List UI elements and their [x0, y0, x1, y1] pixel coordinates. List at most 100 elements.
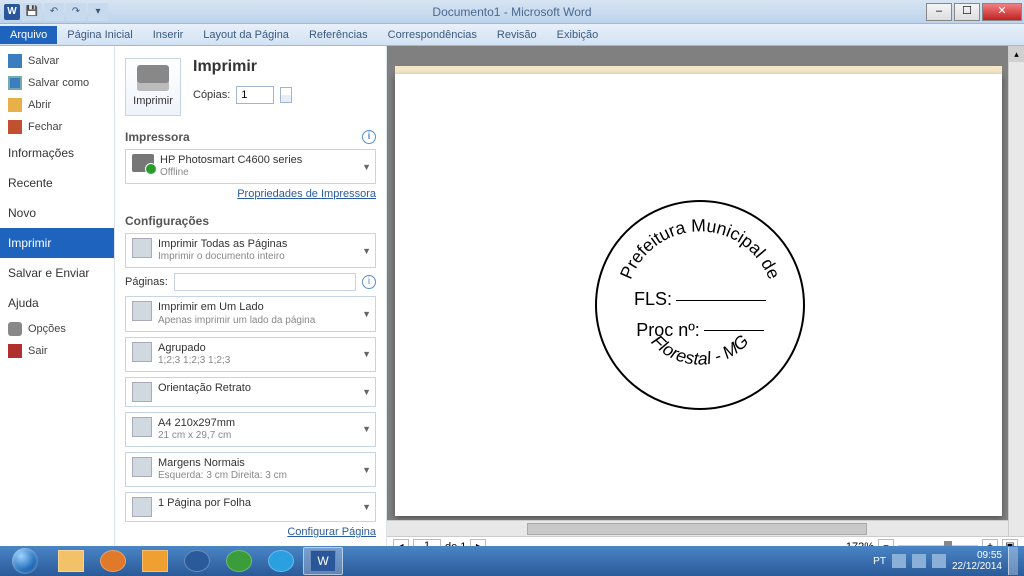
- combo-sub: 1;2;3 1;2;3 1;2;3: [158, 355, 230, 367]
- scroll-thumb[interactable]: [527, 523, 867, 535]
- tray-icon[interactable]: [892, 554, 906, 568]
- taskbar-thunderbird[interactable]: [177, 547, 217, 575]
- tab-layout[interactable]: Layout da Página: [193, 26, 299, 44]
- tab-inserir[interactable]: Inserir: [143, 26, 194, 44]
- qat-customize-icon[interactable]: ▾: [88, 3, 108, 21]
- svg-text:Prefeitura Municipal de: Prefeitura Municipal de: [616, 215, 784, 282]
- nav-label: Abrir: [28, 99, 51, 111]
- close-button[interactable]: ✕: [982, 3, 1022, 21]
- date-label: 22/12/2014: [952, 561, 1002, 572]
- nav-salvar-como[interactable]: Salvar como: [0, 72, 114, 94]
- nav-label: Opções: [28, 323, 66, 335]
- print-title: Imprimir: [193, 58, 292, 76]
- printer-icon: [137, 65, 169, 91]
- nav-salvar[interactable]: Salvar: [0, 50, 114, 72]
- printer-status-icon: [132, 154, 154, 172]
- start-button[interactable]: [1, 547, 49, 575]
- nav-recente[interactable]: Recente: [0, 168, 114, 198]
- qat-redo-icon[interactable]: ↷: [66, 3, 86, 21]
- horizontal-scrollbar[interactable]: [387, 520, 1008, 536]
- chevron-down-icon: ▼: [362, 387, 371, 397]
- nav-label: Fechar: [28, 121, 62, 133]
- pages-input[interactable]: [174, 273, 356, 291]
- taskbar-explorer[interactable]: [51, 547, 91, 575]
- nav-opcoes[interactable]: Opções: [0, 318, 114, 340]
- collate-selector[interactable]: Agrupado1;2;3 1;2;3 1;2;3 ▼: [125, 337, 376, 372]
- vertical-scrollbar[interactable]: ▴: [1008, 46, 1024, 536]
- backstage-main: Salvar Salvar como Abrir Fechar Informaç…: [0, 46, 1024, 556]
- nav-novo[interactable]: Novo: [0, 198, 114, 228]
- combo-label: Imprimir Todas as Páginas: [158, 238, 287, 251]
- word-taskbar-icon: W: [310, 550, 336, 572]
- qat-undo-icon[interactable]: ↶: [44, 3, 64, 21]
- scroll-up-icon[interactable]: ▴: [1009, 46, 1024, 62]
- chevron-down-icon: ▼: [362, 465, 371, 475]
- tab-exibicao[interactable]: Exibição: [547, 26, 609, 44]
- taskbar-word[interactable]: W: [303, 547, 343, 575]
- document-stamp: Prefeitura Municipal de Florestal - MG F…: [595, 200, 805, 410]
- tray-volume-icon[interactable]: [932, 554, 946, 568]
- nav-fechar[interactable]: Fechar: [0, 116, 114, 138]
- orientation-selector[interactable]: Orientação Retrato ▼: [125, 377, 376, 407]
- nav-ajuda[interactable]: Ajuda: [0, 288, 114, 318]
- info-icon[interactable]: i: [362, 130, 376, 144]
- nav-abrir[interactable]: Abrir: [0, 94, 114, 116]
- maximize-button[interactable]: ☐: [954, 3, 980, 21]
- paper-size-selector[interactable]: A4 210x297mm21 cm x 29,7 cm ▼: [125, 412, 376, 447]
- copies-input[interactable]: [236, 86, 274, 104]
- tab-pagina-inicial[interactable]: Página Inicial: [57, 26, 142, 44]
- show-desktop-button[interactable]: [1008, 547, 1018, 575]
- language-indicator[interactable]: PT: [873, 556, 886, 567]
- copies-label: Cópias:: [193, 89, 230, 101]
- printer-properties-link[interactable]: Propriedades de Impressora: [237, 188, 376, 200]
- pages-icon: [132, 238, 152, 258]
- tab-revisao[interactable]: Revisão: [487, 26, 547, 44]
- stamp-proc: Proc nº:: [636, 320, 700, 340]
- exit-icon: [8, 344, 22, 358]
- tray-network-icon[interactable]: [912, 554, 926, 568]
- combo-label: Imprimir em Um Lado: [158, 301, 315, 314]
- thunderbird-icon: [184, 550, 210, 572]
- combo-label: A4 210x297mm: [158, 417, 235, 430]
- margins-selector[interactable]: Margens NormaisEsquerda: 3 cm Direita: 3…: [125, 452, 376, 487]
- pages-label: Páginas:: [125, 276, 168, 288]
- chevron-down-icon: ▼: [362, 424, 371, 434]
- page-setup-link[interactable]: Configurar Página: [287, 526, 376, 538]
- qat-save-icon[interactable]: 💾: [22, 3, 42, 21]
- nav-label: Salvar como: [28, 77, 89, 89]
- taskbar-firefox[interactable]: [93, 547, 133, 575]
- taskbar-media[interactable]: [135, 547, 175, 575]
- print-range-selector[interactable]: Imprimir Todas as Páginas Imprimir o doc…: [125, 233, 376, 268]
- tab-referencias[interactable]: Referências: [299, 26, 378, 44]
- print-button[interactable]: Imprimir: [125, 58, 181, 116]
- preview-page: Prefeitura Municipal de Florestal - MG F…: [395, 74, 1002, 516]
- nav-label: Salvar: [28, 55, 59, 67]
- firefox-icon: [100, 550, 126, 572]
- nav-label: Ajuda: [8, 296, 39, 310]
- skype-icon: [268, 550, 294, 572]
- info-icon[interactable]: i: [362, 275, 376, 289]
- taskbar-skype[interactable]: [261, 547, 301, 575]
- nav-sair[interactable]: Sair: [0, 340, 114, 362]
- minimize-button[interactable]: –: [926, 3, 952, 21]
- sides-selector[interactable]: Imprimir em Um LadoApenas imprimir um la…: [125, 296, 376, 331]
- time-label: 09:55: [952, 550, 1002, 561]
- tab-correspondencias[interactable]: Correspondências: [378, 26, 487, 44]
- nav-salvar-enviar[interactable]: Salvar e Enviar: [0, 258, 114, 288]
- nav-informacoes[interactable]: Informações: [0, 138, 114, 168]
- clock[interactable]: 09:55 22/12/2014: [952, 550, 1002, 572]
- open-icon: [8, 98, 22, 112]
- tab-arquivo[interactable]: Arquivo: [0, 26, 57, 44]
- print-panel: Imprimir Imprimir Cópias: Impressora i H…: [115, 46, 387, 556]
- word-icon: W: [4, 4, 20, 20]
- taskbar: W PT 09:55 22/12/2014: [0, 546, 1024, 576]
- copies-spinner[interactable]: [280, 87, 292, 103]
- printer-selector[interactable]: HP Photosmart C4600 series Offline ▼: [125, 149, 376, 184]
- collate-icon: [132, 342, 152, 362]
- nav-imprimir[interactable]: Imprimir: [0, 228, 114, 258]
- title-bar: W 💾 ↶ ↷ ▾ Documento1 - Microsoft Word – …: [0, 0, 1024, 24]
- printer-name: HP Photosmart C4600 series: [160, 154, 302, 167]
- nav-label: Imprimir: [8, 236, 51, 250]
- pages-per-sheet-selector[interactable]: 1 Página por Folha ▼: [125, 492, 376, 522]
- taskbar-utorrent[interactable]: [219, 547, 259, 575]
